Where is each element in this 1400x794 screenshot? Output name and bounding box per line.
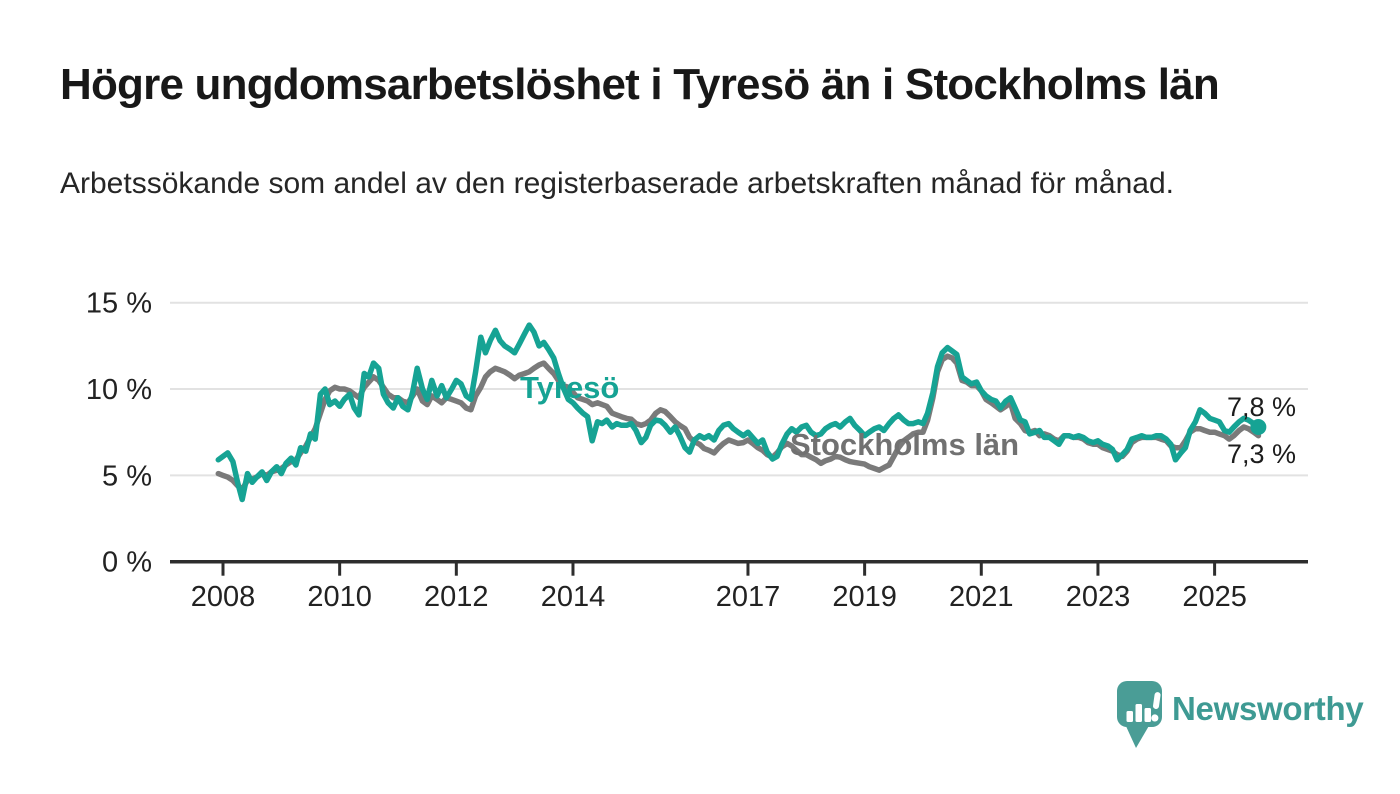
y-tick-label: 10 % [86, 374, 152, 406]
y-tick-label: 15 % [86, 288, 152, 320]
x-tick-label: 2010 [307, 581, 372, 613]
brand-footer: Newsworthy [1116, 680, 1364, 752]
x-tick-label: 2008 [191, 581, 256, 613]
series-line-stockholms-lan [215, 353, 1262, 492]
end-value-stockholm: 7,3 % [1227, 439, 1296, 469]
tyreso-label: Tyresö [520, 370, 619, 405]
series-line-tyreso [215, 322, 1262, 503]
stockholm-label: Stockholms län [790, 427, 1019, 462]
x-tick-label: 2014 [541, 581, 606, 613]
logo-bar-1 [1126, 711, 1133, 722]
logo-exclamation [1151, 692, 1161, 722]
x-tick-label: 2025 [1182, 581, 1247, 613]
end-value-tyreso: 7,8 % [1227, 392, 1296, 422]
x-tick-label: 2021 [949, 581, 1014, 613]
logo-bar-3 [1144, 708, 1151, 722]
y-tick-label: 0 % [102, 547, 152, 579]
x-tick-label: 2019 [832, 581, 897, 613]
y-tick-label: 5 % [102, 460, 152, 492]
series-end-dot [1250, 419, 1267, 436]
x-tick-label: 2017 [716, 581, 781, 613]
x-tick-label: 2012 [424, 581, 489, 613]
newsworthy-logo-icon [1117, 681, 1162, 748]
page-title: Högre ungdomsarbetslöshet i Tyresö än i … [60, 60, 1220, 109]
page-subtitle: Arbetssökande som andel av den registerb… [60, 167, 1174, 200]
x-tick-label: 2023 [1066, 581, 1131, 613]
logo-bar-2 [1135, 704, 1142, 722]
brand-name: Newsworthy [1172, 690, 1364, 727]
logo-bubble-tail [1125, 724, 1150, 748]
